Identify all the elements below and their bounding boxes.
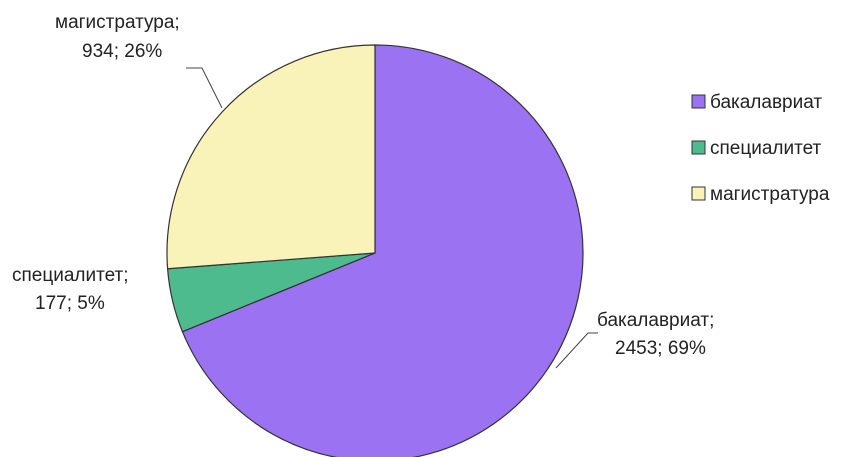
- legend-swatch-bachelor: [691, 94, 706, 109]
- leader-line-master: [186, 67, 223, 109]
- data-label-specialist-line1: специалитет;: [12, 265, 129, 286]
- data-label-bachelor-line2: 2453; 69%: [615, 338, 706, 359]
- legend-label-master: магистратура: [710, 184, 830, 205]
- pie-slice-bachelor: [181, 44, 584, 457]
- leader-lines: [186, 67, 598, 369]
- legend: бакалавриат специалитет магистратура: [691, 92, 830, 205]
- legend-label-specialist: специалитет: [710, 138, 822, 159]
- legend-swatch-specialist: [691, 140, 706, 155]
- data-label-master-line2: 934; 26%: [82, 41, 162, 62]
- legend-label-bachelor: бакалавриат: [710, 92, 822, 113]
- pie-slice-master: [166, 44, 376, 270]
- pie-slices: [166, 44, 584, 457]
- data-label-master-line1: магистратура;: [55, 12, 180, 33]
- leader-line-bachelor: [555, 332, 598, 369]
- legend-swatch-master: [691, 186, 706, 201]
- data-label-specialist-line2: 177; 5%: [35, 293, 105, 314]
- data-label-bachelor-line1: бакалавриат;: [597, 310, 714, 331]
